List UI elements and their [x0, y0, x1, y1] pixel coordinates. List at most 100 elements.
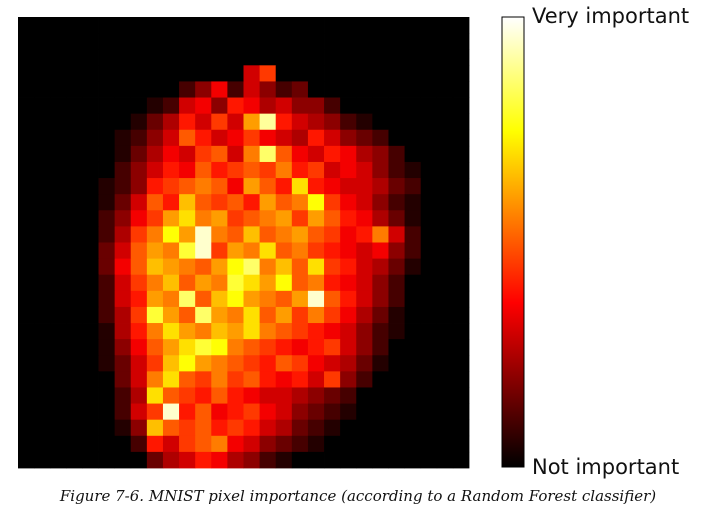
heatmap-cell — [162, 274, 180, 292]
heatmap-cell — [340, 210, 357, 227]
heatmap-cell — [114, 306, 132, 324]
heatmap-cell — [66, 129, 83, 147]
heatmap-cell — [179, 145, 196, 163]
heatmap-cell — [146, 258, 164, 276]
heatmap-cell — [34, 226, 51, 243]
heatmap-cell — [114, 323, 132, 340]
heatmap-cell — [259, 290, 277, 308]
heatmap-cell — [195, 435, 212, 453]
heatmap-cell — [195, 194, 212, 211]
heatmap-cell — [307, 258, 325, 276]
heatmap-cell — [195, 306, 212, 324]
heatmap-cell — [18, 435, 35, 453]
heatmap-cell — [291, 226, 309, 243]
heatmap-cell — [243, 274, 261, 292]
heatmap-cell — [259, 274, 277, 292]
heatmap-cell — [340, 371, 357, 388]
heatmap-cell — [227, 113, 244, 131]
heatmap-cell — [291, 339, 309, 356]
heatmap-cell — [162, 210, 180, 227]
heatmap-cell — [98, 371, 116, 388]
heatmap-cell — [114, 33, 132, 50]
heatmap-cell — [356, 161, 373, 179]
heatmap-cell — [50, 226, 67, 243]
heatmap-cell — [436, 65, 454, 82]
heatmap-cell — [275, 403, 293, 421]
heatmap-cell — [227, 129, 244, 147]
heatmap-cell — [307, 435, 325, 453]
heatmap-cell — [307, 419, 325, 437]
heatmap-cell — [34, 371, 51, 388]
heatmap-cell — [179, 274, 196, 292]
heatmap-cell — [243, 323, 261, 340]
heatmap-cell — [243, 81, 261, 98]
heatmap-cell — [82, 65, 99, 82]
heatmap-cell — [82, 306, 99, 324]
heatmap-cell — [275, 387, 293, 404]
heatmap-cell — [146, 274, 164, 292]
heatmap-cell — [114, 129, 132, 147]
heatmap-cell — [291, 145, 309, 163]
heatmap-cell — [324, 17, 341, 34]
heatmap-cell — [356, 49, 373, 66]
heatmap-cell — [291, 49, 309, 66]
heatmap-cell — [179, 33, 196, 50]
heatmap-cell — [340, 355, 357, 372]
heatmap-cell — [227, 97, 244, 115]
heatmap-cell — [436, 194, 454, 211]
heatmap-cell — [114, 178, 132, 195]
heatmap-cell — [372, 387, 389, 404]
heatmap-cell — [356, 242, 373, 260]
heatmap-cell — [195, 274, 212, 292]
heatmap-cell — [130, 323, 148, 340]
heatmap-cell — [98, 274, 116, 292]
heatmap-cell — [356, 65, 373, 82]
heatmap-cell — [179, 226, 196, 243]
heatmap-cell — [98, 306, 116, 324]
heatmap-cell — [452, 161, 470, 179]
heatmap-cell — [307, 129, 325, 147]
heatmap-cell — [356, 451, 373, 469]
heatmap-cell — [452, 323, 470, 340]
heatmap-cell — [356, 194, 373, 211]
heatmap-cell — [259, 387, 277, 404]
heatmap-cell — [227, 33, 244, 50]
heatmap-cell — [146, 17, 164, 34]
heatmap-cell — [195, 81, 212, 98]
heatmap-cell — [130, 306, 148, 324]
heatmap-cell — [34, 194, 51, 211]
heatmap-cell — [420, 210, 438, 227]
heatmap-cell — [98, 403, 116, 421]
heatmap-cell — [114, 419, 132, 437]
heatmap-cell — [291, 403, 309, 421]
heatmap-cell — [275, 65, 293, 82]
heatmap-cell — [195, 113, 212, 131]
heatmap-cell — [436, 339, 454, 356]
heatmap-cell — [50, 274, 67, 292]
heatmap-cell — [195, 17, 212, 34]
heatmap-cell — [243, 403, 261, 421]
heatmap-cell — [82, 371, 99, 388]
heatmap-cell — [372, 419, 389, 437]
heatmap-cell — [356, 258, 373, 276]
heatmap-cell — [98, 210, 116, 227]
heatmap-cell — [356, 81, 373, 98]
heatmap-cell — [82, 226, 99, 243]
heatmap-cell — [98, 65, 116, 82]
heatmap-cell — [18, 371, 35, 388]
heatmap-cell — [259, 161, 277, 179]
heatmap-cell — [114, 403, 132, 421]
heatmap-cell — [452, 97, 470, 115]
heatmap-cell — [275, 306, 293, 324]
heatmap-cell — [259, 145, 277, 163]
heatmap-cell — [227, 339, 244, 356]
heatmap-cell — [275, 274, 293, 292]
heatmap-cell — [195, 451, 212, 469]
heatmap-cell — [307, 451, 325, 469]
heatmap-cell — [259, 258, 277, 276]
heatmap-cell — [179, 435, 196, 453]
heatmap-cell — [372, 129, 389, 147]
heatmap-cell — [162, 435, 180, 453]
heatmap-cell — [18, 65, 35, 82]
heatmap-cell — [211, 129, 228, 147]
